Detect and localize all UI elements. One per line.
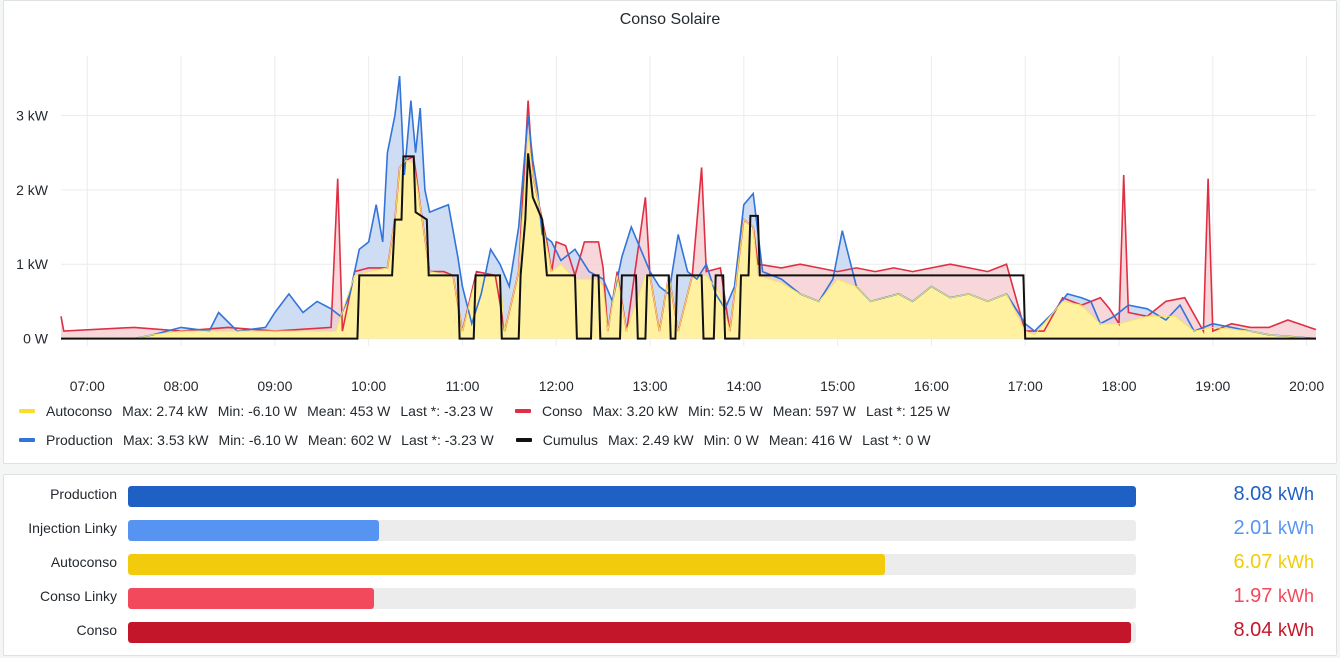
bar-unit: kWh	[1278, 518, 1314, 538]
bar-number: 2.01	[1233, 517, 1273, 539]
bar-number: 1.97	[1233, 585, 1273, 607]
legend-swatch-conso	[514, 409, 531, 413]
bar-track	[128, 622, 1136, 643]
legend-swatch-cumulus	[515, 438, 532, 442]
legend-max: Max: 3.53 kW	[122, 432, 209, 448]
bar-label: Injection Linky	[28, 520, 117, 536]
legend-mean: Mean: 602 W	[307, 432, 392, 448]
bar-number: 8.08	[1233, 483, 1273, 505]
bar-track	[128, 588, 1136, 609]
legend-mean: Mean: 453 W	[307, 403, 391, 419]
legend-row-1: Autoconso Max: 2.74 kW Min: -6.10 W Mean…	[19, 403, 972, 419]
x-tick-label: 20:00	[1289, 378, 1324, 394]
bar-number: 8.04	[1233, 619, 1273, 641]
y-tick-label: 1 kW	[16, 256, 49, 272]
legend-row-2: Production Max: 3.53 kW Min: -6.10 W Mea…	[19, 432, 953, 448]
production-line	[61, 76, 1317, 340]
bar-label: Autoconso	[50, 554, 117, 570]
bar-label: Production	[50, 486, 117, 502]
autoconso-line	[61, 134, 1317, 340]
bar-fill	[128, 486, 1136, 507]
bar-track	[128, 520, 1136, 541]
legend-min: Min: -6.10 W	[218, 432, 298, 448]
bar-track	[128, 486, 1136, 507]
legend-mean: Mean: 416 W	[768, 432, 853, 448]
legend-item-production[interactable]: Production Max: 3.53 kW Min: -6.10 W Mea…	[19, 432, 504, 448]
x-tick-label: 10:00	[351, 378, 386, 394]
legend-swatch-production	[19, 438, 35, 442]
legend-swatch-autoconso	[19, 409, 35, 413]
bar-value: 8.04 kWh	[1234, 619, 1315, 642]
x-tick-label: 17:00	[1008, 378, 1043, 394]
x-tick-label: 16:00	[914, 378, 949, 394]
bar-unit: kWh	[1278, 484, 1314, 504]
bar-unit: kWh	[1278, 552, 1314, 572]
bar-fill	[128, 622, 1131, 643]
bar-track	[128, 554, 1136, 575]
bar-number: 6.07	[1233, 551, 1273, 573]
bar-value: 1.97 kWh	[1234, 585, 1315, 608]
x-tick-label: 09:00	[257, 378, 292, 394]
x-tick-label: 12:00	[539, 378, 574, 394]
bar-label: Conso Linky	[39, 588, 117, 604]
bar-label: Conso	[76, 622, 117, 638]
bar-row-conso[interactable]: Conso 8.04 kWh	[4, 619, 1338, 644]
legend-last: Last *: 125 W	[866, 403, 951, 419]
legend-min: Min: 52.5 W	[688, 403, 763, 419]
bar-gauge-panel: Production 8.08 kWh Injection Linky 2.01…	[3, 474, 1337, 656]
x-tick-label: 14:00	[726, 378, 761, 394]
legend-last: Last *: -3.23 W	[400, 403, 493, 419]
bar-fill	[128, 520, 379, 541]
legend-name: Production	[46, 432, 113, 448]
bar-value: 8.08 kWh	[1234, 483, 1315, 506]
legend-name: Conso	[541, 403, 583, 419]
legend-item-autoconso[interactable]: Autoconso Max: 2.74 kW Min: -6.10 W Mean…	[19, 403, 503, 419]
x-tick-label: 18:00	[1102, 378, 1137, 394]
legend-mean: Mean: 597 W	[772, 403, 857, 419]
timeseries-plot[interactable]: 07:00 08:00 09:00 10:00 11:00 12:00 13:00 14:00…	[4, 1, 1336, 463]
bar-unit: kWh	[1278, 586, 1314, 606]
legend-name: Autoconso	[46, 403, 113, 419]
y-tick-label: 3 kW	[16, 107, 49, 123]
legend-max: Max: 2.49 kW	[608, 432, 694, 448]
x-tick-label: 15:00	[820, 378, 855, 394]
autoconso-area	[61, 134, 1316, 339]
chart-panel: Conso Solaire 07:00 08:00 09:00 10:00 11:00 1…	[3, 0, 1337, 464]
legend-last: Last *: -3.23 W	[401, 432, 494, 448]
legend-max: Max: 3.20 kW	[592, 403, 679, 419]
bar-row-conso-linky[interactable]: Conso Linky 1.97 kWh	[4, 585, 1338, 610]
legend-item-cumulus[interactable]: Cumulus Max: 2.49 kW Min: 0 W Mean: 416 …	[515, 432, 941, 448]
legend-last: Last *: 0 W	[862, 432, 931, 448]
cumulus-line	[61, 153, 1316, 340]
x-tick-label: 11:00	[445, 378, 479, 394]
legend-name: Cumulus	[542, 432, 598, 448]
x-tick-label: 08:00	[164, 378, 199, 394]
legend-item-conso[interactable]: Conso Max: 3.20 kW Min: 52.5 W Mean: 597…	[514, 403, 960, 419]
y-tick-label: 2 kW	[16, 182, 49, 198]
bar-value: 6.07 kWh	[1234, 551, 1315, 574]
legend-min: Min: 0 W	[703, 432, 759, 448]
legend-min: Min: -6.10 W	[217, 403, 298, 419]
x-tick-label: 19:00	[1195, 378, 1230, 394]
bar-fill	[128, 588, 374, 609]
bar-fill	[128, 554, 885, 575]
bar-row-injection-linky[interactable]: Injection Linky 2.01 kWh	[4, 517, 1338, 542]
y-tick-label: 0 W	[23, 331, 49, 347]
legend-max: Max: 2.74 kW	[122, 403, 208, 419]
bar-unit: kWh	[1278, 620, 1314, 640]
bar-row-autoconso[interactable]: Autoconso 6.07 kWh	[4, 551, 1338, 576]
x-tick-label: 07:00	[70, 378, 105, 394]
bar-value: 2.01 kWh	[1234, 517, 1315, 540]
x-tick-label: 13:00	[633, 378, 668, 394]
panel-title[interactable]: Conso Solaire	[619, 11, 721, 28]
bar-row-production[interactable]: Production 8.08 kWh	[4, 483, 1338, 508]
